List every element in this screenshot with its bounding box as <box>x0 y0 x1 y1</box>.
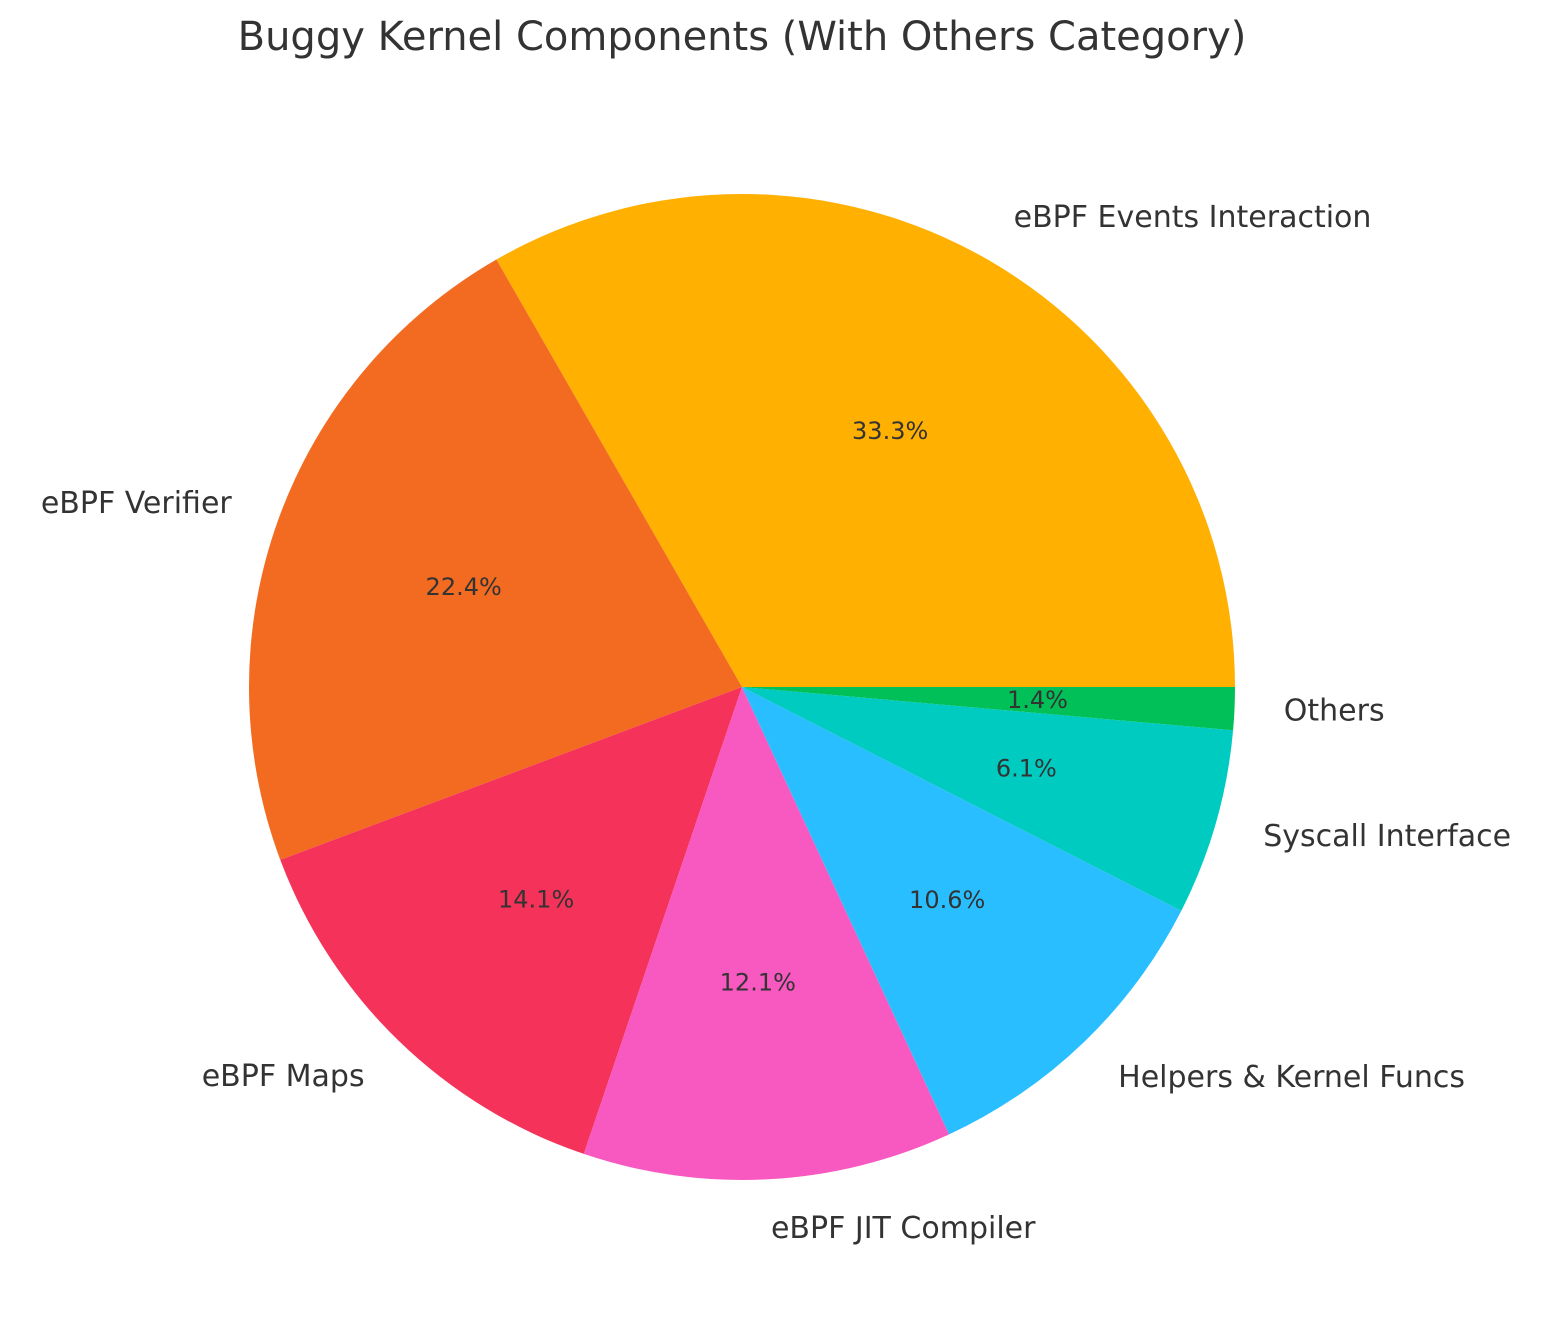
pct-label-ebpf-events-interaction: 33.3% <box>852 417 928 445</box>
slice-label-ebpf-verifier: eBPF Verifier <box>41 486 233 521</box>
slice-label-helpers-and-kernel-funcs: Helpers & Kernel Funcs <box>1118 1060 1465 1095</box>
pie-slice-ebpf-events-interaction <box>496 194 1235 688</box>
pct-label-ebpf-verifier: 22.4% <box>426 573 502 601</box>
pct-label-others: 1.4% <box>1007 686 1068 714</box>
chart-title: Buggy Kernel Components (With Others Cat… <box>237 14 1247 60</box>
pie-slice-ebpf-verifier <box>249 259 743 860</box>
pie-slice-ebpf-jit-compiler <box>583 687 950 1180</box>
pct-label-helpers-and-kernel-funcs: 10.6% <box>909 886 985 914</box>
pie-labels: eBPF Events Interaction 33.3% eBPF Verifie… <box>41 200 1511 1246</box>
slice-label-ebpf-events-interaction: eBPF Events Interaction <box>1014 200 1372 235</box>
slice-label-ebpf-maps: eBPF Maps <box>202 1059 365 1094</box>
pct-label-syscall-interface: 6.1% <box>996 755 1057 783</box>
slice-label-syscall-interface: Syscall Interface <box>1263 819 1511 854</box>
pie-slice-ebpf-maps <box>280 687 742 1154</box>
pie-slice-others <box>742 687 1235 731</box>
pie-slice-syscall-interface <box>742 687 1234 911</box>
pct-label-ebpf-maps: 14.1% <box>498 885 574 913</box>
slice-label-ebpf-jit-compiler: eBPF JIT Compiler <box>771 1211 1036 1246</box>
pct-label-ebpf-jit-compiler: 12.1% <box>720 968 796 996</box>
pie-slice-helpers-and-kernel-funcs <box>742 687 1182 1135</box>
slice-label-others: Others <box>1284 693 1385 728</box>
pie-slices <box>249 194 1235 1180</box>
